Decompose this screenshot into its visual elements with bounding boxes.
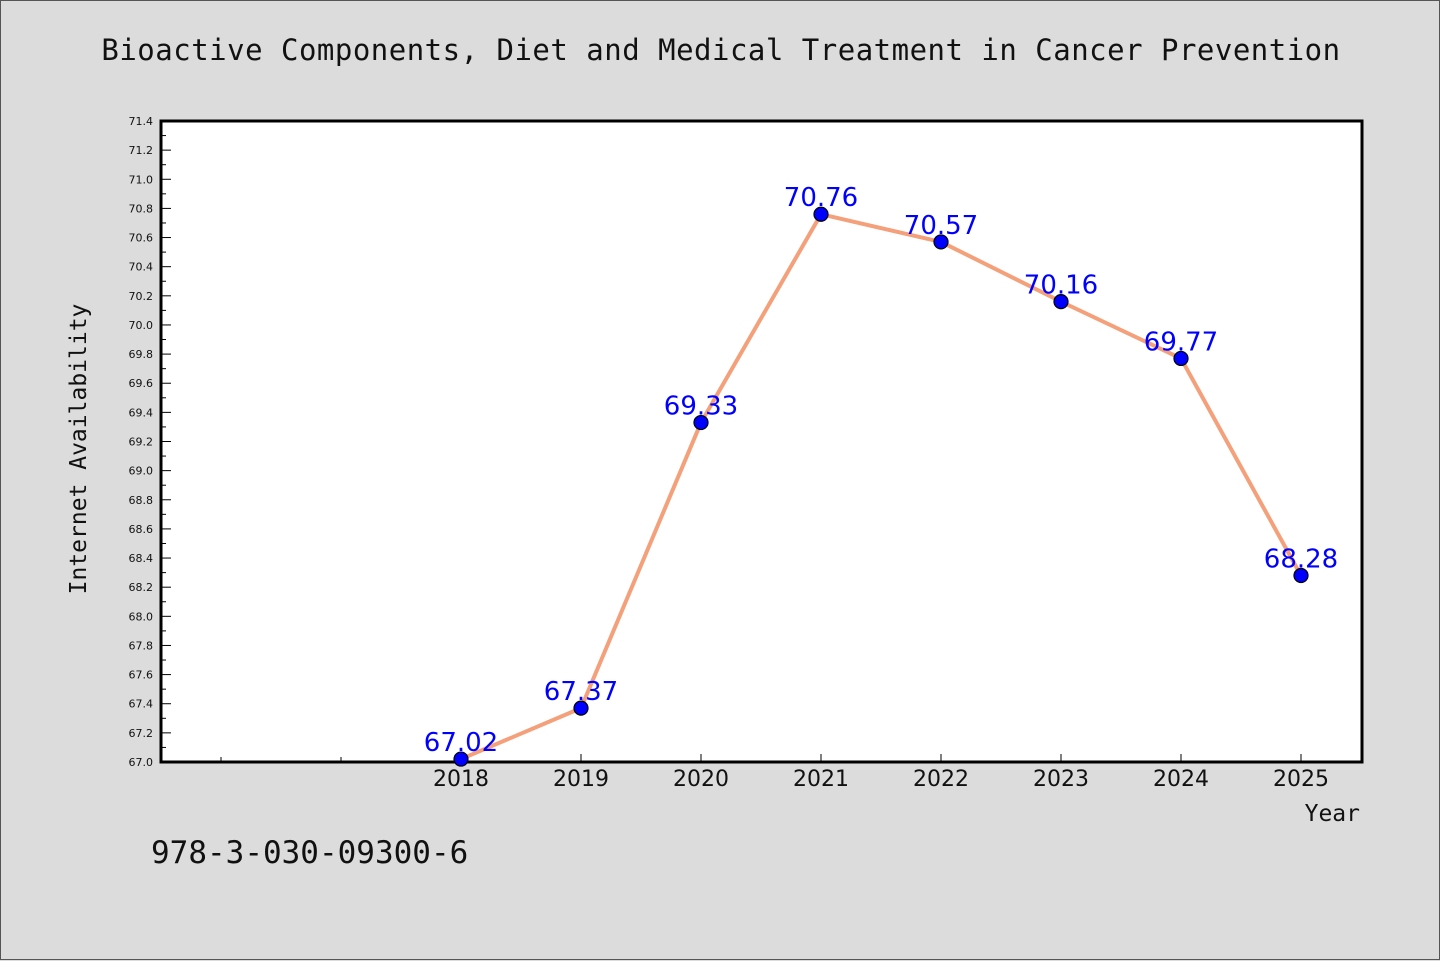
x-axis-ticks: 2018 2019 2020 2021 2022 2023 2024 2025 xyxy=(220,754,1329,792)
y-tick-label: 67.0 xyxy=(129,756,154,769)
data-point xyxy=(573,700,589,716)
y-axis-ticks: 67.0 67.2 67.4 67.6 67.8 68.0 68.2 68.4 68.6 68.8… xyxy=(129,115,171,769)
x-axis-label: Year xyxy=(1305,801,1360,827)
x-tick-label: 2018 xyxy=(433,767,489,792)
y-tick-label: 69.8 xyxy=(129,348,154,361)
x-tick-label: 2021 xyxy=(793,767,849,792)
y-tick-label: 70.6 xyxy=(129,232,154,245)
data-label: 67.02 xyxy=(424,728,498,758)
x-tick-label: 2025 xyxy=(1273,767,1329,792)
data-label: 70.57 xyxy=(904,211,978,241)
data-label: 70.76 xyxy=(784,183,858,213)
data-label: 69.33 xyxy=(664,392,738,422)
data-label: 68.28 xyxy=(1264,545,1338,575)
y-tick-label: 68.8 xyxy=(129,494,154,507)
y-tick-label: 71.4 xyxy=(129,115,154,128)
y-tick-label: 69.0 xyxy=(129,465,154,478)
data-point xyxy=(1053,294,1069,310)
y-tick-label: 68.4 xyxy=(129,552,154,565)
chart-title: Bioactive Components, Diet and Medical T… xyxy=(101,33,1341,67)
y-tick-label: 70.4 xyxy=(129,261,154,274)
y-tick-label: 68.2 xyxy=(129,581,154,594)
x-tick-label: 2024 xyxy=(1153,767,1209,792)
x-tick-label: 2022 xyxy=(913,767,969,792)
data-point xyxy=(1293,567,1309,584)
series-line xyxy=(460,212,1303,761)
data-labels: 67.02 67.37 69.33 70.76 70.57 70.16 69.77 68.28 xyxy=(424,183,1338,758)
data-point xyxy=(1173,350,1189,367)
data-label: 69.77 xyxy=(1144,327,1218,357)
y-tick-label: 67.8 xyxy=(129,639,154,652)
x-tick-label: 2019 xyxy=(553,767,609,792)
data-point xyxy=(693,414,709,431)
isbn-text: 978-3-030-09300-6 xyxy=(151,835,469,871)
y-tick-label: 67.2 xyxy=(129,727,154,740)
y-axis-label: Internet Availability xyxy=(66,304,92,595)
y-tick-label: 69.6 xyxy=(129,377,154,390)
data-label: 70.16 xyxy=(1024,271,1098,301)
y-tick-label: 71.2 xyxy=(129,144,154,157)
y-tick-label: 69.2 xyxy=(129,436,154,449)
y-tick-label: 67.6 xyxy=(129,669,154,682)
x-tick-label: 2020 xyxy=(673,767,729,792)
y-tick-label: 70.0 xyxy=(129,319,154,332)
y-tick-label: 67.4 xyxy=(129,698,154,711)
plot-area xyxy=(159,119,1364,764)
series-markers xyxy=(453,206,1309,767)
y-tick-label: 70.2 xyxy=(129,290,154,303)
y-tick-label: 69.4 xyxy=(129,406,154,419)
y-tick-label: 68.6 xyxy=(129,523,154,536)
y-tick-label: 70.8 xyxy=(129,202,154,215)
y-tick-label: 71.0 xyxy=(129,173,154,186)
x-tick-label: 2023 xyxy=(1033,767,1089,792)
data-label: 67.37 xyxy=(544,677,618,707)
y-tick-label: 68.0 xyxy=(129,610,154,623)
data-point xyxy=(813,206,829,222)
data-point xyxy=(933,234,949,250)
data-point xyxy=(453,751,469,767)
